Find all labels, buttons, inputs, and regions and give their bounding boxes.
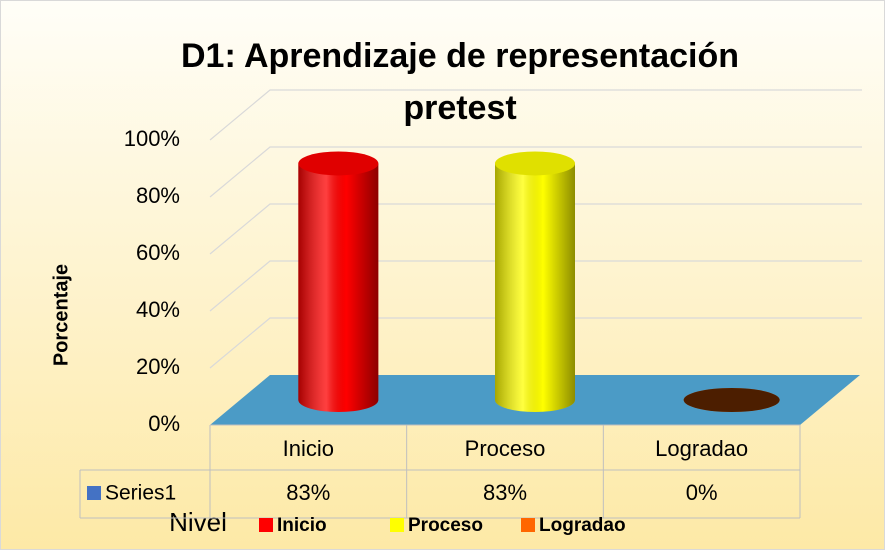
cylinder-shade xyxy=(495,163,575,412)
value-label: 0% xyxy=(686,480,718,505)
grid-line xyxy=(209,203,862,255)
series-key xyxy=(87,486,101,500)
y-tick-label: 80% xyxy=(136,183,180,208)
cylinder-top xyxy=(495,151,575,176)
y-tick-label: 40% xyxy=(136,297,180,322)
grid-line xyxy=(209,317,862,369)
grid-line xyxy=(209,146,862,198)
chart-title: D1: Aprendizaje de representación pretes… xyxy=(180,37,739,127)
cylinder-top xyxy=(298,151,379,176)
grid-line xyxy=(209,260,862,312)
grid-line xyxy=(209,89,862,141)
x-tick-label: Inicio xyxy=(283,436,334,461)
x-tick-label: Proceso xyxy=(465,436,546,461)
cylinder-top-shade xyxy=(683,388,780,412)
data-table: Series1 Inicio 83% Proceso 83% Logradao 0% xyxy=(79,424,801,519)
bar xyxy=(495,151,575,412)
y-tick-label: 60% xyxy=(136,240,180,265)
cylinder-top-shade xyxy=(495,151,575,176)
y-tick-label: 100% xyxy=(124,126,180,151)
legend-key xyxy=(521,518,535,532)
bar xyxy=(683,388,780,412)
legend-label: Proceso xyxy=(408,515,483,536)
value-label: 83% xyxy=(286,480,330,505)
y-tick-label: 20% xyxy=(136,354,180,379)
legend-key xyxy=(390,518,404,532)
x-tick-label: Logradao xyxy=(655,436,748,461)
cylinder-shade xyxy=(298,163,379,413)
bar xyxy=(298,151,379,413)
legend-key xyxy=(259,518,273,532)
cylinder-top-shade xyxy=(298,151,379,176)
x-axis-title: Nivel xyxy=(169,507,227,537)
legend-label: Logradao xyxy=(539,515,626,536)
legend-label: Inicio xyxy=(277,515,327,536)
value-label: 83% xyxy=(483,480,527,505)
y-tick-label: 0% xyxy=(148,411,180,436)
series-name: Series1 xyxy=(105,482,176,505)
y-axis-title: Porcentaje xyxy=(50,264,72,366)
